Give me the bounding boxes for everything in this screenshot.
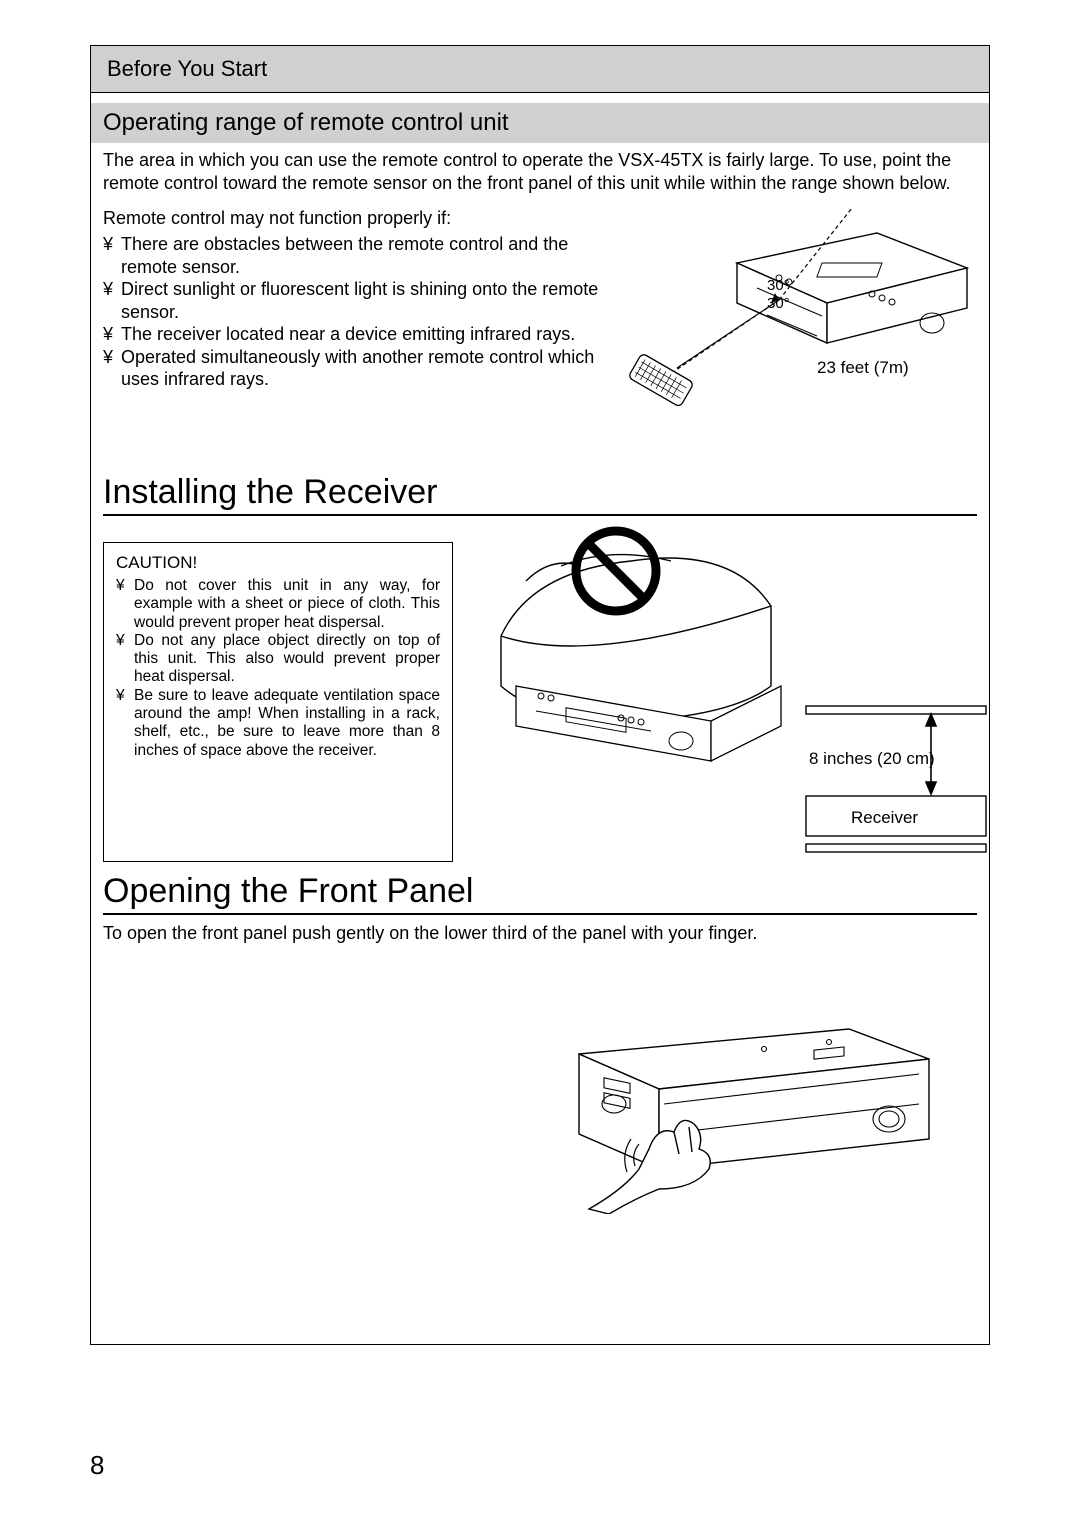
- subheader-title: Operating range of remote control unit: [103, 109, 509, 136]
- bullet-text: Do not cover this unit in any way, for e…: [134, 577, 440, 632]
- open-panel-diagram-wrap: [91, 944, 989, 1344]
- install-title: Installing the Receiver: [103, 473, 977, 516]
- rc-diagram-svg: 30° 30° 23 feet (7m): [617, 208, 977, 418]
- bullet-icon: ¥: [103, 346, 121, 391]
- install-diagram: 8 inches (20 cm) Receiver: [471, 542, 977, 862]
- page-number: 8: [90, 1450, 104, 1481]
- install-diagram-svg: 8 inches (20 cm) Receiver: [471, 516, 991, 866]
- open-panel-svg: [539, 1004, 939, 1214]
- remote-range-diagram: 30° 30° 23 feet (7m): [617, 208, 977, 423]
- header-title: Before You Start: [107, 56, 267, 81]
- caution-heading: CAUTION!: [116, 553, 440, 573]
- open-panel-title: Opening the Front Panel: [103, 872, 977, 915]
- receiver-label: Receiver: [851, 808, 918, 827]
- open-panel-text: To open the front panel push gently on t…: [91, 915, 989, 944]
- angle-top-label: 30°: [767, 277, 790, 294]
- list-item: ¥Do not cover this unit in any way, for …: [116, 577, 440, 632]
- bullet-text: There are obstacles between the remote c…: [121, 233, 605, 278]
- bullet-icon: ¥: [103, 233, 121, 278]
- page-frame: Before You Start Operating range of remo…: [90, 45, 990, 1345]
- install-row: CAUTION! ¥Do not cover this unit in any …: [91, 516, 989, 862]
- bullet-text: Direct sunlight or fluorescent light is …: [121, 278, 605, 323]
- bullet-icon: ¥: [116, 632, 134, 687]
- header-bar: Before You Start: [91, 46, 989, 93]
- distance-label: 23 feet (7m): [817, 358, 909, 377]
- remote-range-text: Remote control may not function properly…: [103, 208, 605, 423]
- bullet-text: The receiver located near a device emitt…: [121, 323, 605, 346]
- bullet-icon: ¥: [116, 687, 134, 760]
- bullet-text: Be sure to leave adequate ventilation sp…: [134, 687, 440, 760]
- list-item: ¥Do not any place object directly on top…: [116, 632, 440, 687]
- rc-intro-line: Remote control may not function properly…: [103, 208, 605, 229]
- bullet-text: Do not any place object directly on top …: [134, 632, 440, 687]
- bullet-text: Operated simultaneously with another rem…: [121, 346, 605, 391]
- list-item: ¥Operated simultaneously with another re…: [103, 346, 605, 391]
- caution-box: CAUTION! ¥Do not cover this unit in any …: [103, 542, 453, 862]
- bullet-icon: ¥: [103, 323, 121, 346]
- remote-range-row: Remote control may not function properly…: [91, 194, 989, 423]
- rc-bullet-list: ¥There are obstacles between the remote …: [103, 233, 605, 391]
- angle-bottom-label: 30°: [767, 295, 790, 312]
- list-item: ¥There are obstacles between the remote …: [103, 233, 605, 278]
- bullet-icon: ¥: [103, 278, 121, 323]
- list-item: ¥Be sure to leave adequate ventilation s…: [116, 687, 440, 760]
- intro-paragraph: The area in which you can use the remote…: [91, 143, 989, 194]
- clearance-label: 8 inches (20 cm): [809, 749, 935, 768]
- subheader-bar: Operating range of remote control unit: [91, 103, 989, 143]
- content-area: Operating range of remote control unit T…: [91, 103, 989, 1344]
- list-item: ¥Direct sunlight or fluorescent light is…: [103, 278, 605, 323]
- list-item: ¥The receiver located near a device emit…: [103, 323, 605, 346]
- bullet-icon: ¥: [116, 577, 134, 632]
